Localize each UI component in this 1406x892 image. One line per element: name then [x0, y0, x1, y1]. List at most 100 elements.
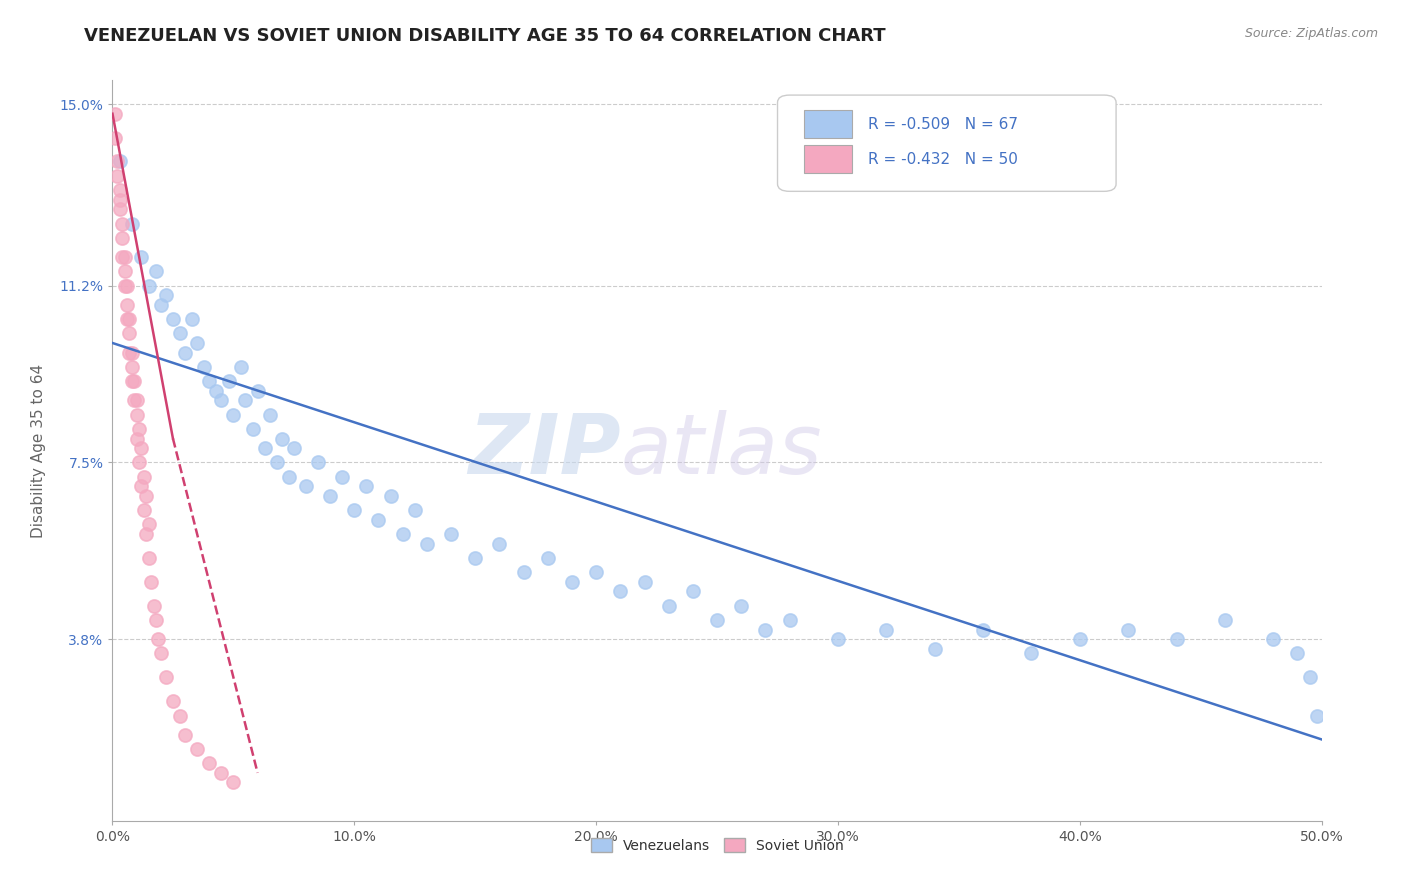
Point	[198, 756, 221, 771]
Text: Source: ZipAtlas.com: Source: ZipAtlas.com	[1244, 27, 1378, 40]
Point	[283, 441, 305, 455]
Point	[181, 312, 204, 326]
Point	[1298, 670, 1320, 684]
Point	[633, 574, 655, 589]
Point	[138, 550, 160, 565]
Point	[105, 154, 128, 169]
Point	[330, 469, 353, 483]
Point	[235, 393, 257, 408]
Point	[118, 326, 141, 341]
Point	[754, 623, 776, 637]
Point	[367, 513, 389, 527]
Point	[122, 393, 145, 408]
Point	[114, 278, 136, 293]
Point	[141, 574, 163, 589]
Point	[108, 202, 131, 217]
Point	[253, 441, 276, 455]
Point	[512, 566, 534, 580]
Text: R = -0.509   N = 67: R = -0.509 N = 67	[868, 117, 1018, 132]
Bar	[804, 145, 852, 173]
Point	[145, 264, 167, 278]
Point	[169, 326, 191, 341]
Point	[730, 599, 752, 613]
Point	[242, 422, 264, 436]
Point	[222, 775, 245, 789]
Text: ZIP: ZIP	[468, 410, 620, 491]
Point	[104, 106, 127, 120]
Point	[1263, 632, 1285, 647]
Point	[229, 359, 252, 374]
Point	[108, 154, 131, 169]
Point	[121, 374, 143, 388]
Point	[122, 374, 145, 388]
Point	[404, 503, 426, 517]
Point	[779, 613, 801, 627]
Point	[114, 250, 136, 264]
Point	[155, 288, 177, 302]
Point	[125, 432, 148, 446]
Point	[128, 422, 150, 436]
Point	[391, 527, 413, 541]
Point	[162, 694, 184, 708]
Point	[132, 469, 155, 483]
Point	[205, 384, 228, 398]
Point	[114, 264, 136, 278]
Point	[148, 632, 170, 647]
Point	[307, 455, 329, 469]
Point	[105, 169, 128, 183]
Point	[222, 408, 245, 422]
Point	[121, 217, 143, 231]
Point	[198, 374, 221, 388]
Point	[121, 345, 143, 359]
Point	[121, 359, 143, 374]
Point	[1213, 613, 1236, 627]
Point	[609, 584, 631, 599]
Point	[266, 455, 288, 469]
Point	[115, 298, 138, 312]
Legend: Venezuelans, Soviet Union: Venezuelans, Soviet Union	[585, 832, 849, 858]
Point	[1286, 647, 1309, 661]
Point	[104, 130, 127, 145]
Point	[827, 632, 849, 647]
Point	[1306, 708, 1329, 723]
Point	[174, 345, 197, 359]
Point	[1069, 632, 1091, 647]
Point	[537, 550, 560, 565]
Point	[138, 278, 160, 293]
Text: R = -0.432   N = 50: R = -0.432 N = 50	[868, 152, 1018, 167]
Point	[108, 193, 131, 207]
Y-axis label: Disability Age 35 to 64: Disability Age 35 to 64	[31, 363, 45, 538]
Point	[319, 489, 342, 503]
Point	[115, 278, 138, 293]
Point	[585, 566, 607, 580]
Point	[131, 250, 153, 264]
Point	[246, 384, 269, 398]
Point	[259, 408, 281, 422]
Point	[125, 408, 148, 422]
Point	[111, 217, 134, 231]
Point	[118, 312, 141, 326]
Point	[135, 527, 157, 541]
Point	[138, 517, 160, 532]
Point	[561, 574, 583, 589]
Point	[111, 231, 134, 245]
Point	[149, 647, 172, 661]
FancyBboxPatch shape	[778, 95, 1116, 191]
Point	[1166, 632, 1188, 647]
Point	[682, 584, 704, 599]
Point	[270, 432, 292, 446]
Point	[658, 599, 681, 613]
Point	[209, 765, 232, 780]
Point	[169, 708, 191, 723]
Point	[186, 336, 208, 351]
Point	[209, 393, 232, 408]
Point	[132, 503, 155, 517]
Point	[135, 489, 157, 503]
Point	[972, 623, 994, 637]
Point	[108, 183, 131, 197]
Point	[343, 503, 366, 517]
Point	[924, 641, 946, 656]
Point	[131, 441, 153, 455]
Text: atlas: atlas	[620, 410, 823, 491]
Point	[125, 393, 148, 408]
